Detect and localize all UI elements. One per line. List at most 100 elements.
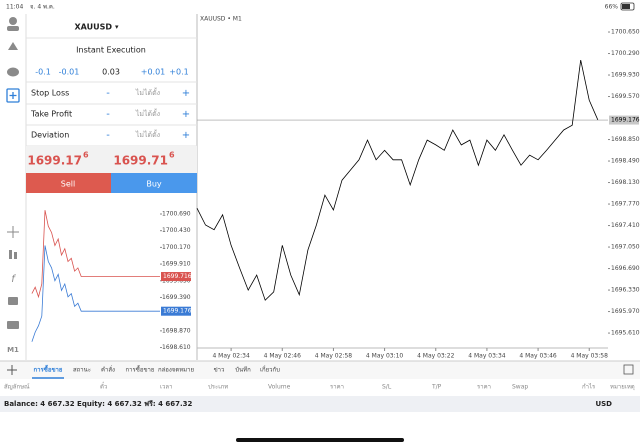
tab[interactable]: คำสั่ง <box>101 366 115 374</box>
buy-price-sup: 6 <box>169 151 175 160</box>
y-tick-label: 1696.690 <box>611 265 640 272</box>
chart-title: XAUUSD • M1 <box>200 16 242 23</box>
price-line <box>196 60 599 301</box>
battery-level <box>622 4 630 9</box>
y-tick-label: 1695.970 <box>611 308 640 315</box>
y-tick-label: 1697.410 <box>611 222 640 229</box>
buy-button[interactable] <box>111 173 197 193</box>
price-tag <box>161 272 191 282</box>
price-tag <box>161 306 191 316</box>
y-tick-label: 1700.290 <box>611 50 640 57</box>
x-tick-label: 4 May 03:34 <box>468 353 506 360</box>
x-tick-label: 4 May 03:46 <box>519 353 557 360</box>
field-plus[interactable]: + <box>182 109 190 120</box>
status-date: จ. 4 พ.ค. <box>30 4 55 11</box>
y-tick-label: 1698.850 <box>611 136 640 143</box>
sell-button[interactable] <box>26 173 111 193</box>
column-header: S/L <box>382 384 392 391</box>
column-header: หมายเหตุ <box>610 384 635 391</box>
tab-bar <box>0 361 640 379</box>
home-indicator <box>236 438 404 442</box>
symbol-name[interactable]: XAUUSD <box>74 23 112 32</box>
field-value[interactable]: ไม่ได้ตั้ง <box>135 128 160 139</box>
y-tick-label: 1700.650 <box>611 29 640 36</box>
buy-price: 1699.71 <box>113 154 168 168</box>
volume-value[interactable]: 0.03 <box>102 68 120 77</box>
icon-objects[interactable] <box>8 297 18 305</box>
x-tick-label: 4 May 03:22 <box>417 353 455 360</box>
y-tick-label: 1697.050 <box>611 244 640 251</box>
price-tag <box>609 115 639 125</box>
y-tick-label: 1700.430 <box>162 227 191 234</box>
price-tag-label: 1699.716 <box>163 273 192 280</box>
price-tag-label: 1699.176 <box>163 308 192 315</box>
column-header: Swap <box>512 384 528 391</box>
timeframe-button[interactable]: M1 <box>7 346 19 354</box>
field-label: Stop Loss <box>31 89 69 98</box>
icon-candles[interactable] <box>9 250 12 259</box>
icon-new-order-plus <box>9 92 17 99</box>
x-tick-label: 4 May 02:46 <box>264 353 302 360</box>
price-area <box>26 146 197 173</box>
y-tick-label: 1700.690 <box>162 211 191 218</box>
field-minus[interactable]: - <box>106 88 110 99</box>
column-header: ราคา <box>477 384 491 391</box>
price-line <box>31 210 160 299</box>
sidebar: f <box>6 17 20 329</box>
field-value[interactable]: ไม่ได้ตั้ง <box>135 86 160 97</box>
volume-step[interactable]: +0.01 <box>141 68 166 77</box>
sell-price: 1699.17 <box>27 154 82 168</box>
buy-label[interactable]: Buy <box>146 180 162 189</box>
icon-indicators[interactable]: f <box>11 274 16 285</box>
field-minus[interactable]: - <box>106 109 110 120</box>
sell-price-sup: 6 <box>83 151 89 160</box>
column-header: ราคา <box>330 384 344 391</box>
tabs: การซื้อขาย สถานะ คำสั่ง การซื้อขาย กล่องจดหม… <box>32 364 280 379</box>
column-header: ตั๋ว <box>100 381 107 390</box>
icon-crosshair[interactable] <box>7 226 19 238</box>
battery-icon <box>620 2 635 11</box>
icon-account[interactable] <box>9 17 17 25</box>
y-tick-label: 1698.610 <box>162 344 191 351</box>
x-tick-label: 4 May 02:34 <box>212 353 250 360</box>
icon-templates[interactable] <box>7 321 19 329</box>
field-label: Deviation <box>31 131 69 140</box>
symbol-caret[interactable]: ▾ <box>115 23 119 31</box>
tab[interactable]: สถานะ <box>73 367 91 374</box>
tab[interactable]: กล่องจดหมาย <box>158 367 194 374</box>
y-tick-label: 1695.610 <box>611 330 640 337</box>
tab[interactable]: บันทึก <box>235 367 251 374</box>
volume-step[interactable]: +0.1 <box>169 68 188 77</box>
price-line <box>31 245 160 342</box>
table-header: สัญลักษณ์ ตั๋ว เวลา ประเภท Volume ราคา S/L T/P ร… <box>4 381 635 390</box>
field-value[interactable]: ไม่ได้ตั้ง <box>135 107 160 118</box>
x-tick-label: 4 May 03:10 <box>366 353 404 360</box>
y-tick-label: 1699.930 <box>611 72 640 79</box>
tab[interactable]: การซื้อขาย <box>34 364 63 374</box>
field-plus[interactable]: + <box>182 130 190 141</box>
account-row <box>0 396 640 412</box>
sell-label[interactable]: Sell <box>61 180 75 189</box>
field-plus[interactable]: + <box>182 88 190 99</box>
volume-step[interactable]: -0.1 <box>35 68 51 77</box>
column-header: เวลา <box>160 384 172 391</box>
tab[interactable]: การซื้อขาย <box>126 364 155 374</box>
icon-account-body <box>7 26 19 31</box>
icon-chat[interactable] <box>7 67 19 77</box>
layout-button[interactable] <box>623 364 634 375</box>
y-tick-label: 1698.870 <box>162 327 191 334</box>
add-button[interactable] <box>7 365 17 375</box>
icon-new-order[interactable] <box>6 88 20 103</box>
tab[interactable]: เกี่ยวกับ <box>260 366 280 374</box>
volume-step[interactable]: -0.01 <box>59 68 80 77</box>
field-label: Take Profit <box>30 110 72 119</box>
icon-candles-2 <box>14 252 17 259</box>
tab[interactable]: ข่าว <box>214 367 225 374</box>
icon-trade[interactable] <box>8 42 18 50</box>
charts: 1700.650 1700.290 1699.930 1699.570 1698.850… <box>31 29 640 360</box>
price-tag-label: 1699.176 <box>611 117 640 124</box>
field-minus[interactable]: - <box>106 130 110 141</box>
y-tick-label: 1700.170 <box>162 244 191 251</box>
execution-type[interactable]: Instant Execution <box>76 46 146 55</box>
